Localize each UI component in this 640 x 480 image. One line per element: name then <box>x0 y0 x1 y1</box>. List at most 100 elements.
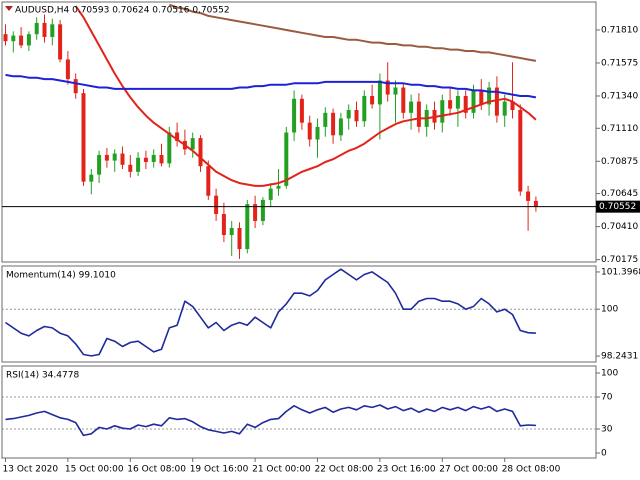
indicator-line <box>5 268 536 357</box>
candle-body <box>143 157 148 162</box>
y-tick-label: 30 <box>601 425 613 435</box>
x-tick-label: 27 Oct 00:00 <box>439 465 498 475</box>
chart-title: AUDUSD,H4 0.70593 0.70624 0.70516 0.7055… <box>15 6 230 16</box>
candle-body <box>479 90 484 105</box>
candle-body <box>385 80 390 95</box>
y-tick-label: 0.71810 <box>601 25 638 35</box>
title-arrow <box>5 6 13 11</box>
y-tick-label: 0.71340 <box>601 91 638 101</box>
moving-average <box>168 3 537 62</box>
candle-body <box>323 112 328 127</box>
candle-body <box>159 154 164 164</box>
y-tick-label: 100 <box>601 369 618 379</box>
last-price-box <box>596 200 640 213</box>
candle-body <box>487 87 492 105</box>
candle-body <box>292 98 297 133</box>
candle-body <box>338 118 343 136</box>
candle-body <box>97 154 102 175</box>
candle-body <box>494 87 499 116</box>
candle-body <box>167 132 172 164</box>
x-tick-label: 22 Oct 08:00 <box>315 465 374 475</box>
indicator-title: RSI(14) 34.4778 <box>6 371 79 381</box>
y-tick-label: 0.70875 <box>601 157 638 167</box>
candle-body <box>401 87 406 113</box>
candle-body <box>214 195 219 214</box>
candle-body <box>198 138 203 167</box>
candle-body <box>448 100 453 109</box>
last-price-label: 0.70552 <box>599 202 636 212</box>
candle-body <box>307 122 312 140</box>
x-tick-label: 23 Oct 16:00 <box>377 465 436 475</box>
candle-body <box>3 34 8 42</box>
x-tick-label: 21 Oct 00:00 <box>252 465 311 475</box>
candle-body <box>34 22 39 35</box>
panel-frame <box>1 1 597 263</box>
candle-body <box>409 101 414 113</box>
candle-body <box>299 98 304 123</box>
moving-average <box>5 73 537 99</box>
y-tick-label: 98.2431 <box>601 352 638 362</box>
candle-body <box>151 154 156 162</box>
candle-body <box>440 100 445 123</box>
candle-body <box>276 185 281 189</box>
candle-body <box>221 213 226 236</box>
indicator-line <box>5 404 536 437</box>
panel-frame <box>1 265 597 363</box>
candle-body <box>526 191 531 201</box>
candle-body <box>128 164 133 172</box>
candle-body <box>81 93 86 182</box>
candle-body <box>331 112 336 136</box>
candle-body <box>393 87 398 95</box>
candle-body <box>190 138 195 150</box>
x-tick-label: 15 Oct 00:00 <box>65 465 124 475</box>
candle-body <box>19 35 24 46</box>
candle-body <box>377 80 382 105</box>
candle-body <box>518 110 523 192</box>
candle-body <box>416 101 421 127</box>
candle-body <box>104 154 109 161</box>
candle-body <box>245 204 250 250</box>
candle-body <box>502 101 507 116</box>
y-tick-label: 101.3968 <box>601 267 640 277</box>
x-tick-label: 19 Oct 16:00 <box>190 465 249 475</box>
candle-body <box>58 24 63 60</box>
candle-body <box>455 95 460 109</box>
candle-body <box>370 95 375 105</box>
candle-body <box>65 59 70 80</box>
candle-body <box>26 34 31 46</box>
x-tick-label: 28 Oct 08:00 <box>502 465 561 475</box>
candle-body <box>237 228 242 250</box>
y-tick-label: 0 <box>601 449 607 459</box>
candle-body <box>346 110 351 119</box>
candle-body <box>510 101 515 111</box>
candle-body <box>175 132 180 141</box>
candle-body <box>463 95 468 113</box>
candle-body <box>112 153 117 161</box>
candle-body <box>136 157 141 172</box>
y-tick-label: 70 <box>601 393 613 403</box>
y-tick-label: 0.70645 <box>601 189 638 199</box>
x-tick-label: 16 Oct 08:00 <box>127 465 186 475</box>
candle-body <box>268 188 273 200</box>
candle-body <box>206 166 211 196</box>
candle-body <box>120 153 125 165</box>
candle-body <box>533 200 538 207</box>
candle-body <box>471 90 476 113</box>
candle-body <box>260 199 265 221</box>
candle-body <box>11 35 16 42</box>
y-tick-label: 0.71110 <box>601 124 638 134</box>
y-tick-label: 0.70410 <box>601 222 638 232</box>
candle-body <box>73 79 78 94</box>
y-tick-label: 0.71575 <box>601 58 638 68</box>
candle-body <box>50 24 55 37</box>
candle-body <box>89 174 94 182</box>
y-tick-label: 0.70175 <box>601 255 638 265</box>
candle-body <box>229 228 234 236</box>
panel-frame <box>1 365 597 459</box>
candle-body <box>362 95 367 122</box>
candle-body <box>284 132 289 186</box>
candle-body <box>253 204 258 221</box>
